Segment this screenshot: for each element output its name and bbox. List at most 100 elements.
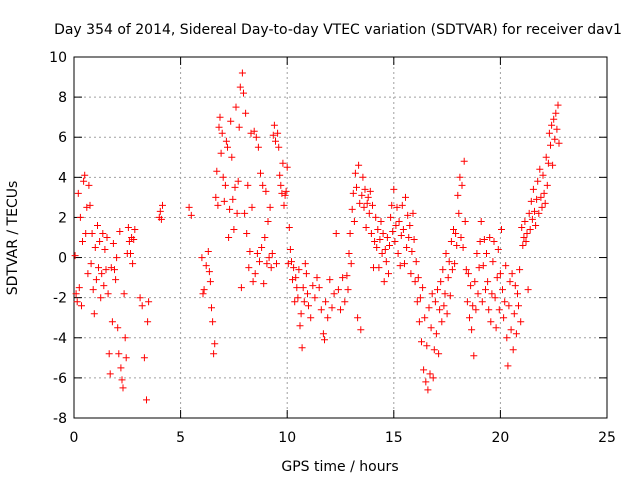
data-point	[96, 238, 104, 245]
data-point	[420, 366, 428, 374]
data-point	[430, 346, 438, 354]
data-point	[526, 226, 534, 233]
data-point	[251, 270, 259, 278]
data-point	[454, 191, 462, 199]
data-point	[520, 234, 528, 241]
data-point	[409, 209, 417, 217]
data-point	[330, 290, 338, 298]
data-point	[405, 234, 413, 241]
data-point	[140, 354, 148, 362]
data-point	[542, 153, 550, 161]
plot-frame	[73, 56, 608, 419]
data-point	[72, 290, 80, 298]
data-point	[514, 290, 521, 298]
data-point	[258, 244, 266, 251]
y-tick-label: 2	[58, 210, 67, 226]
data-point	[437, 278, 445, 286]
data-point	[414, 274, 422, 282]
data-point	[555, 139, 563, 147]
data-point	[269, 131, 277, 139]
data-point	[273, 260, 280, 268]
data-point	[240, 89, 247, 97]
data-point	[89, 286, 97, 294]
data-point	[372, 213, 380, 221]
data-point	[525, 209, 533, 217]
data-point	[238, 69, 246, 77]
data-point	[118, 376, 126, 384]
data-point	[347, 260, 355, 268]
data-point	[217, 149, 225, 157]
data-point	[272, 137, 279, 145]
data-point	[486, 234, 494, 241]
data-point	[544, 159, 552, 167]
data-point	[489, 258, 497, 266]
data-point	[363, 199, 371, 207]
data-point	[467, 282, 475, 290]
data-point	[451, 260, 459, 268]
data-point	[443, 310, 451, 318]
data-point	[119, 384, 127, 392]
data-point	[95, 264, 102, 272]
data-point	[421, 314, 429, 322]
data-point	[104, 290, 112, 298]
data-point	[410, 236, 418, 243]
data-point	[115, 350, 123, 358]
data-point	[350, 218, 358, 225]
data-point	[522, 238, 530, 245]
data-point	[262, 187, 270, 195]
data-point	[236, 83, 244, 91]
data-point	[237, 284, 245, 292]
data-point	[279, 159, 287, 167]
data-point	[515, 302, 522, 310]
data-point	[94, 222, 101, 229]
data-point	[418, 338, 425, 346]
data-point	[377, 218, 385, 225]
data-point	[277, 181, 285, 189]
data-point	[447, 238, 455, 245]
data-point	[429, 374, 437, 382]
data-point	[495, 306, 503, 314]
data-point	[434, 286, 441, 294]
data-point	[241, 209, 249, 217]
data-point	[378, 250, 386, 257]
data-point	[292, 274, 300, 282]
x-axis-label: GPS time / hours	[281, 459, 398, 475]
data-point	[249, 278, 257, 286]
data-point	[473, 250, 481, 257]
data-point	[502, 262, 510, 270]
data-point	[136, 294, 144, 302]
grid	[74, 57, 607, 418]
data-point	[524, 286, 532, 294]
data-point	[388, 201, 396, 209]
data-point	[187, 211, 195, 219]
data-point	[423, 342, 431, 350]
data-point	[324, 314, 332, 322]
data-point	[475, 264, 483, 272]
data-point	[518, 224, 526, 231]
data-point	[200, 286, 208, 294]
data-point	[319, 330, 327, 338]
x-tick-label: 5	[176, 430, 185, 446]
data-point	[431, 298, 439, 306]
data-point	[469, 302, 477, 310]
data-point	[396, 262, 404, 270]
data-point	[109, 240, 117, 247]
data-point	[121, 334, 129, 342]
data-point	[466, 314, 473, 322]
data-point	[498, 226, 505, 233]
data-point	[407, 270, 415, 278]
data-point	[220, 197, 228, 205]
data-point	[204, 248, 212, 255]
data-point	[482, 286, 489, 294]
data-point	[461, 218, 469, 225]
data-point	[130, 236, 138, 243]
data-point	[256, 258, 263, 266]
data-point	[309, 282, 317, 290]
data-point	[296, 322, 304, 330]
data-point	[280, 201, 288, 209]
data-point	[282, 187, 290, 195]
data-point	[540, 189, 548, 197]
data-point	[261, 234, 269, 241]
data-point	[428, 290, 436, 298]
data-point	[302, 270, 310, 278]
